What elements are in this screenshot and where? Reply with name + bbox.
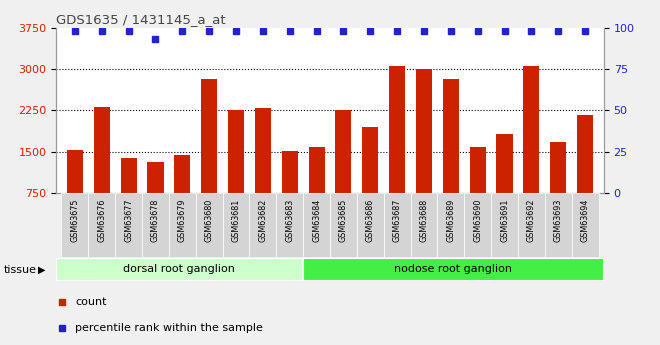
Text: percentile rank within the sample: percentile rank within the sample: [75, 323, 263, 333]
Bar: [443, 79, 459, 193]
Bar: [277, 193, 303, 257]
Bar: [67, 150, 83, 193]
Bar: [357, 193, 383, 257]
Text: GSM63690: GSM63690: [473, 198, 482, 242]
Bar: [330, 193, 357, 257]
Text: GSM63675: GSM63675: [71, 198, 79, 242]
Bar: [88, 193, 116, 257]
Text: dorsal root ganglion: dorsal root ganglion: [123, 265, 236, 274]
Bar: [496, 134, 513, 193]
Bar: [383, 193, 411, 257]
Text: GSM63691: GSM63691: [500, 198, 509, 242]
Text: GSM63687: GSM63687: [393, 198, 402, 242]
Text: GSM63685: GSM63685: [339, 198, 348, 242]
Text: GSM63683: GSM63683: [285, 198, 294, 241]
Text: GSM63689: GSM63689: [446, 198, 455, 242]
Bar: [147, 162, 164, 193]
Bar: [362, 127, 378, 193]
Bar: [523, 66, 539, 193]
Text: GDS1635 / 1431145_a_at: GDS1635 / 1431145_a_at: [56, 13, 226, 27]
Text: GSM63694: GSM63694: [581, 198, 589, 242]
Text: ▶: ▶: [38, 265, 46, 275]
Bar: [302, 258, 604, 281]
Text: count: count: [75, 297, 107, 306]
Bar: [201, 79, 217, 193]
Text: GSM63680: GSM63680: [205, 198, 214, 241]
Bar: [282, 151, 298, 193]
Text: GSM63686: GSM63686: [366, 198, 375, 241]
Bar: [255, 108, 271, 193]
Bar: [416, 69, 432, 193]
Bar: [470, 147, 486, 193]
Bar: [577, 115, 593, 193]
Bar: [169, 193, 196, 257]
Bar: [94, 107, 110, 193]
Bar: [121, 158, 137, 193]
Text: GSM63684: GSM63684: [312, 198, 321, 241]
Bar: [491, 193, 518, 257]
Text: GSM63692: GSM63692: [527, 198, 536, 242]
Bar: [142, 193, 169, 257]
Bar: [550, 142, 566, 193]
Bar: [115, 193, 142, 257]
Bar: [196, 193, 222, 257]
Text: GSM63688: GSM63688: [420, 198, 428, 241]
Bar: [308, 147, 325, 193]
Text: tissue: tissue: [3, 265, 36, 275]
Bar: [228, 110, 244, 193]
Text: GSM63682: GSM63682: [258, 198, 267, 242]
Text: GSM63679: GSM63679: [178, 198, 187, 242]
Text: nodose root ganglion: nodose root ganglion: [394, 265, 512, 274]
Bar: [572, 193, 599, 257]
Bar: [464, 193, 491, 257]
Bar: [335, 110, 352, 193]
Bar: [61, 193, 88, 257]
Text: GSM63678: GSM63678: [151, 198, 160, 242]
Text: GSM63677: GSM63677: [124, 198, 133, 242]
Bar: [389, 66, 405, 193]
Bar: [249, 193, 277, 257]
Bar: [56, 258, 302, 281]
Text: GSM63693: GSM63693: [554, 198, 563, 242]
Text: GSM63681: GSM63681: [232, 198, 240, 241]
Bar: [174, 155, 190, 193]
Bar: [222, 193, 249, 257]
Bar: [411, 193, 438, 257]
Bar: [438, 193, 464, 257]
Bar: [544, 193, 572, 257]
Bar: [518, 193, 544, 257]
Text: GSM63676: GSM63676: [97, 198, 106, 242]
Bar: [303, 193, 330, 257]
